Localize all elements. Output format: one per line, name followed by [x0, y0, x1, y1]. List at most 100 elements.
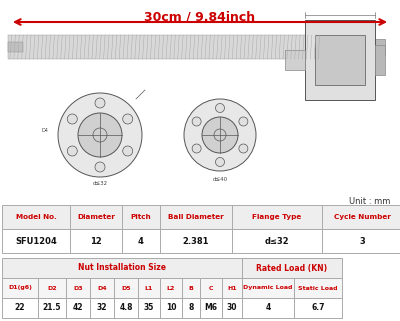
Text: Flange Type: Flange Type [252, 214, 302, 220]
Bar [122, 205, 160, 229]
Circle shape [67, 146, 77, 156]
Text: 4.8: 4.8 [119, 303, 133, 313]
Bar [160, 229, 232, 253]
Bar [242, 258, 342, 278]
Circle shape [123, 114, 133, 124]
Circle shape [216, 103, 224, 112]
Bar [70, 205, 122, 229]
Bar [38, 298, 66, 318]
Bar [138, 278, 160, 298]
Text: Model No.: Model No. [16, 214, 56, 220]
Bar [160, 278, 182, 298]
Bar [66, 278, 90, 298]
Circle shape [192, 117, 201, 126]
Text: 42: 42 [73, 303, 83, 313]
Text: D3: D3 [73, 285, 83, 291]
Text: B: B [188, 285, 194, 291]
Text: 12: 12 [90, 237, 102, 246]
Text: 3: 3 [359, 237, 365, 246]
Circle shape [184, 99, 256, 171]
Text: L1: L1 [145, 285, 153, 291]
Text: Ball Diameter: Ball Diameter [168, 214, 224, 220]
Text: 10: 10 [166, 303, 176, 313]
Bar [375, 45, 385, 75]
Bar [2, 278, 38, 298]
Text: Cycle Number: Cycle Number [334, 214, 390, 220]
Text: Rated Load (KN): Rated Load (KN) [256, 264, 328, 273]
Text: d≤32: d≤32 [92, 181, 108, 186]
Bar [294, 298, 342, 318]
Bar [232, 229, 322, 253]
Bar [222, 298, 242, 318]
Bar [315, 35, 365, 85]
Bar [285, 50, 305, 70]
Bar [360, 39, 385, 55]
Text: 30cm / 9.84inch: 30cm / 9.84inch [144, 10, 256, 23]
Text: D4: D4 [97, 285, 107, 291]
Bar [305, 20, 375, 100]
Bar [322, 205, 400, 229]
Bar [122, 229, 160, 253]
Bar [322, 229, 400, 253]
Bar [8, 35, 328, 59]
Text: SFU1204: SFU1204 [15, 237, 57, 246]
Circle shape [95, 162, 105, 172]
Bar [2, 258, 242, 278]
Text: 35: 35 [144, 303, 154, 313]
Text: Diameter: Diameter [77, 214, 115, 220]
Bar [242, 298, 294, 318]
Bar [294, 278, 342, 298]
Bar [2, 205, 70, 229]
Bar [160, 298, 182, 318]
Circle shape [95, 98, 105, 108]
Circle shape [192, 144, 201, 153]
Text: 32: 32 [97, 303, 107, 313]
Text: 4: 4 [138, 237, 144, 246]
Text: Unit : mm: Unit : mm [349, 197, 390, 206]
Bar [200, 298, 222, 318]
Text: 8: 8 [188, 303, 194, 313]
Text: 22: 22 [15, 303, 25, 313]
Text: C: C [209, 285, 213, 291]
Bar [242, 278, 294, 298]
Text: Nut Installation Size: Nut Installation Size [78, 264, 166, 273]
Text: Pitch: Pitch [131, 214, 151, 220]
Bar [182, 278, 200, 298]
Text: 2.381: 2.381 [183, 237, 209, 246]
Circle shape [216, 158, 224, 167]
Bar [66, 298, 90, 318]
Bar [160, 205, 232, 229]
Bar [70, 229, 122, 253]
Text: Dynamic Load: Dynamic Load [243, 285, 293, 291]
Bar [232, 205, 322, 229]
Bar [2, 229, 70, 253]
Text: D2: D2 [47, 285, 57, 291]
Text: 21.5: 21.5 [43, 303, 61, 313]
Bar [8, 42, 23, 52]
Text: Static Load: Static Load [298, 285, 338, 291]
Bar [90, 278, 114, 298]
Circle shape [239, 144, 248, 153]
Circle shape [78, 113, 122, 157]
Bar [38, 278, 66, 298]
Bar [114, 298, 138, 318]
Circle shape [58, 93, 142, 177]
Text: 4: 4 [265, 303, 271, 313]
Text: D4: D4 [42, 128, 48, 133]
Text: H1: H1 [227, 285, 237, 291]
Text: d≤32: d≤32 [265, 237, 289, 246]
Circle shape [67, 114, 77, 124]
Circle shape [327, 37, 347, 57]
Bar [200, 278, 222, 298]
Bar [90, 298, 114, 318]
Text: L2: L2 [167, 285, 175, 291]
Circle shape [202, 117, 238, 153]
Text: d≤40: d≤40 [212, 177, 228, 182]
Circle shape [123, 146, 133, 156]
Text: M6: M6 [204, 303, 218, 313]
Text: 6.7: 6.7 [311, 303, 325, 313]
Circle shape [239, 117, 248, 126]
Text: 30: 30 [227, 303, 237, 313]
Bar [2, 298, 38, 318]
Bar [222, 278, 242, 298]
